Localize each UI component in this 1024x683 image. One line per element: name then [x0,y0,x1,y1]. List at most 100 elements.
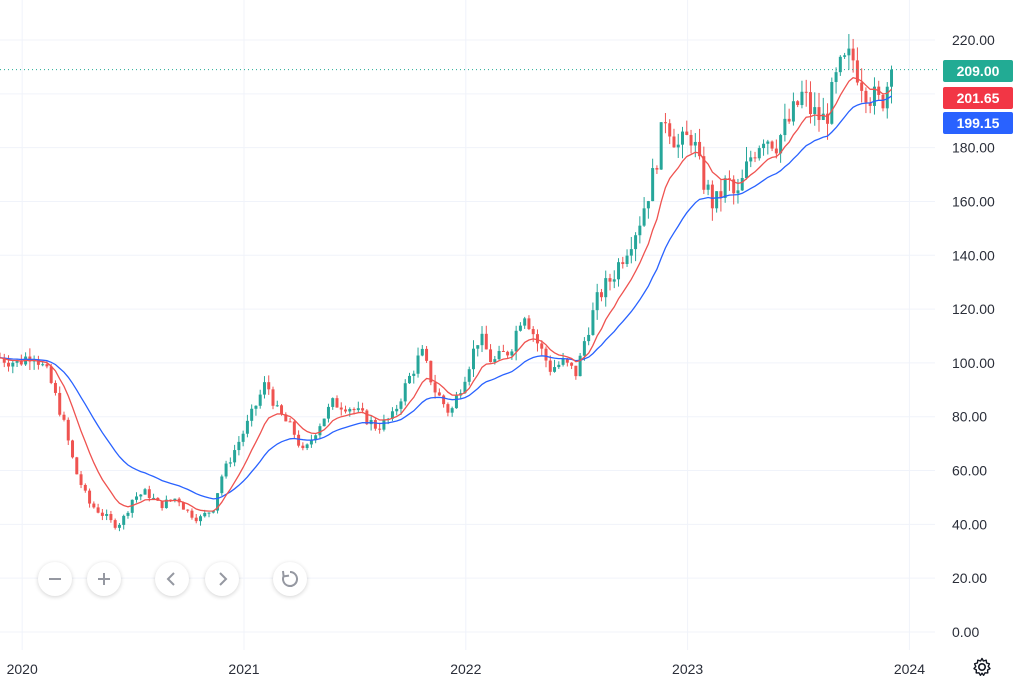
candle [267,375,271,395]
candle [851,38,855,73]
candle-body [292,421,296,435]
y-tick-label: 80.00 [952,409,987,425]
candle [608,273,612,291]
candle-body [493,359,497,363]
candle [523,316,527,329]
time-axis[interactable]: 2020 2021 2022 2023 2024 [7,661,926,677]
candle [587,327,591,346]
candle-body [890,69,894,87]
y-tick-label: 100.00 [952,355,995,371]
y-tick-label: 180.00 [952,140,995,156]
candle-body [693,141,697,146]
candle [749,150,753,168]
candle [535,329,539,352]
candle-body [365,410,369,425]
candle-body [685,131,689,135]
candle-body [233,450,237,463]
candle-body [868,102,872,106]
candle [420,345,424,357]
candle [442,394,446,408]
candle [92,501,96,509]
candle-body [258,394,262,406]
zoom-in-button[interactable] [87,562,121,596]
candle-body [335,398,339,408]
chart-settings-button[interactable] [970,655,994,679]
candle [164,495,168,509]
candle [860,68,864,103]
candle [373,417,377,431]
candle [11,360,15,374]
candle-body [216,493,220,511]
candle-body [356,408,360,411]
candle [634,232,638,262]
candle-body [262,382,266,395]
candle-body [651,168,655,202]
candle-body [599,292,603,298]
candle-body [783,118,787,136]
candle [574,365,578,380]
candle-body [2,357,6,363]
candle-body [787,118,791,122]
candle-body [135,496,138,500]
candle-body [361,408,365,411]
candle-body [45,364,49,367]
candle-body [267,382,271,390]
candle-body [297,434,301,446]
candle [467,366,471,386]
candle-body [19,360,23,365]
candle-body [237,441,241,451]
candle-body [58,392,62,415]
candle-body [813,107,817,115]
candle [335,395,339,408]
candle [821,97,825,121]
candle [58,386,62,417]
candle [570,362,574,370]
candle-body [36,359,40,365]
candle-body [676,144,680,148]
candle-body [770,141,774,149]
candle [497,345,501,361]
scroll-left-button[interactable] [155,562,189,596]
candle [693,133,697,158]
candle-body [672,136,676,148]
candle [71,439,75,459]
candle [663,112,667,134]
candle [305,443,309,451]
candle-body [753,157,757,159]
candle [75,456,79,475]
candle [314,434,318,444]
candle-body [15,360,19,363]
candle [446,402,450,417]
candle-body [646,201,650,209]
candle [117,522,121,532]
candle-body [570,362,574,366]
candle-body [11,362,15,367]
candle [356,401,360,413]
candle [186,509,190,513]
candle [779,133,783,163]
candle [79,470,83,489]
zoom-out-button[interactable] [38,562,72,596]
candle-body [723,178,727,198]
candle-body [322,418,326,427]
x-tick-label: 2022 [450,661,481,677]
candle-body [497,350,501,360]
candle [557,361,561,369]
candle-body [224,463,228,477]
candle-body [245,420,249,434]
candle-body [595,292,599,311]
candle [706,179,710,196]
candle-body [164,499,168,509]
scroll-right-button[interactable] [205,562,239,596]
candle [621,256,625,269]
candle [702,146,706,194]
candle-body [75,457,79,475]
candle [399,398,403,415]
candle [484,325,488,350]
candle-body [139,494,143,497]
candle [241,430,245,447]
candle-body [587,334,591,342]
candle [122,514,126,530]
reset-chart-button[interactable] [273,562,307,596]
